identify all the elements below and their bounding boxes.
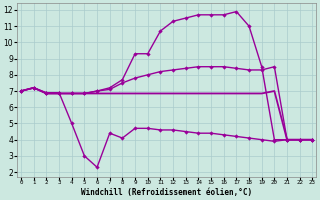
X-axis label: Windchill (Refroidissement éolien,°C): Windchill (Refroidissement éolien,°C)	[81, 188, 252, 197]
